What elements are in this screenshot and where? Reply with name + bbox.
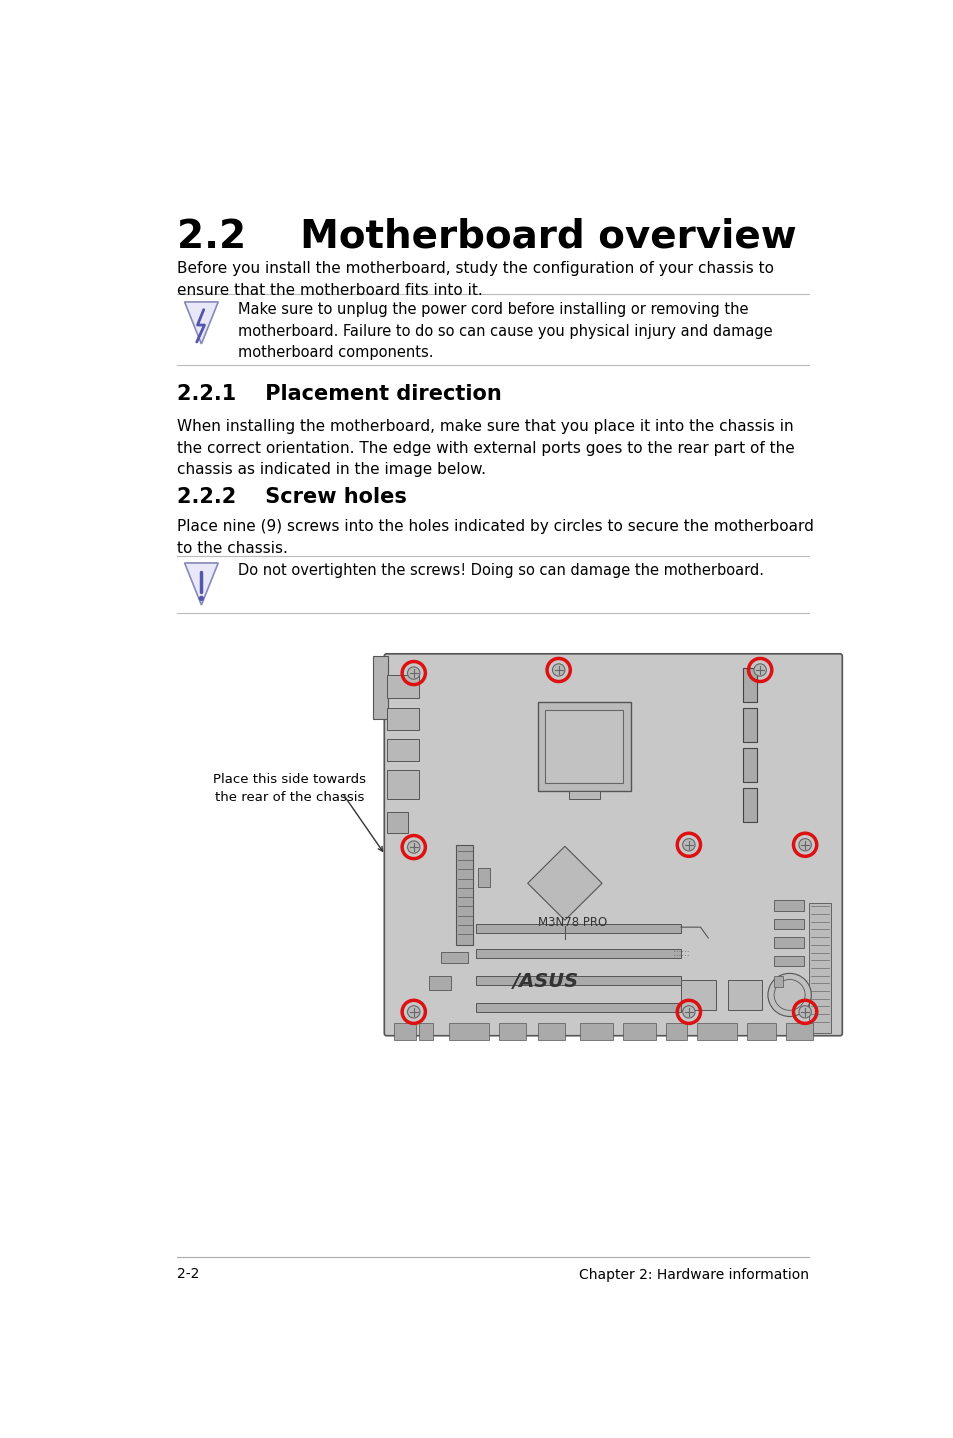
Text: Make sure to unplug the power cord before installing or removing the
motherboard: Make sure to unplug the power cord befor… bbox=[237, 302, 772, 360]
Bar bbox=[727, 979, 761, 1011]
Text: 2.2.2    Screw holes: 2.2.2 Screw holes bbox=[177, 486, 407, 506]
Text: ::::::: :::::: bbox=[673, 949, 689, 958]
Text: 2.2.1    Placement direction: 2.2.1 Placement direction bbox=[177, 384, 501, 404]
Text: Do not overtighten the screws! Doing so can damage the motherboard.: Do not overtighten the screws! Doing so … bbox=[237, 562, 763, 578]
Bar bbox=[456, 844, 473, 945]
Text: 2-2: 2-2 bbox=[177, 1267, 199, 1281]
Bar bbox=[476, 949, 680, 958]
Bar bbox=[785, 1022, 812, 1040]
Bar bbox=[386, 676, 418, 699]
Bar bbox=[429, 975, 451, 989]
Circle shape bbox=[682, 838, 695, 851]
Bar bbox=[622, 1022, 655, 1040]
Bar bbox=[773, 975, 782, 988]
Text: Place this side towards
the rear of the chassis: Place this side towards the rear of the … bbox=[213, 774, 366, 804]
Bar bbox=[742, 748, 757, 782]
Bar bbox=[579, 1022, 612, 1040]
Text: Before you install the motherboard, study the configuration of your chassis to
e: Before you install the motherboard, stud… bbox=[177, 262, 774, 298]
Bar bbox=[808, 903, 830, 1034]
Bar bbox=[746, 1022, 776, 1040]
Bar bbox=[665, 1022, 686, 1040]
Text: 2.2    Motherboard overview: 2.2 Motherboard overview bbox=[177, 217, 796, 255]
Bar bbox=[386, 709, 418, 731]
Bar bbox=[386, 811, 408, 833]
Circle shape bbox=[199, 597, 203, 600]
Circle shape bbox=[753, 664, 765, 676]
Bar bbox=[568, 791, 599, 798]
Text: When installing the motherboard, make sure that you place it into the chassis in: When installing the motherboard, make su… bbox=[177, 418, 794, 477]
Bar bbox=[537, 702, 630, 791]
Bar bbox=[418, 1022, 433, 1040]
Bar bbox=[742, 788, 757, 821]
Bar bbox=[773, 919, 802, 929]
Bar bbox=[476, 1002, 680, 1012]
Bar bbox=[498, 1022, 525, 1040]
Bar bbox=[773, 956, 802, 966]
Circle shape bbox=[798, 1005, 810, 1018]
FancyBboxPatch shape bbox=[384, 654, 841, 1035]
Text: Chapter 2: Hardware information: Chapter 2: Hardware information bbox=[578, 1267, 808, 1281]
Text: Place nine (9) screws into the holes indicated by circles to secure the motherbo: Place nine (9) screws into the holes ind… bbox=[177, 519, 814, 555]
Bar bbox=[773, 938, 802, 948]
Circle shape bbox=[682, 1005, 695, 1018]
Circle shape bbox=[562, 926, 567, 930]
Bar bbox=[742, 667, 757, 702]
Circle shape bbox=[552, 664, 564, 676]
Text: M3N78 PRO: M3N78 PRO bbox=[537, 916, 606, 929]
Circle shape bbox=[407, 841, 419, 853]
Bar bbox=[448, 1022, 488, 1040]
Bar bbox=[386, 739, 418, 761]
Circle shape bbox=[798, 838, 810, 851]
Bar bbox=[440, 952, 468, 962]
Bar bbox=[394, 1022, 416, 1040]
Bar bbox=[477, 869, 490, 887]
Circle shape bbox=[767, 974, 810, 1017]
Bar bbox=[545, 710, 622, 784]
Polygon shape bbox=[184, 302, 218, 344]
Circle shape bbox=[407, 1005, 419, 1018]
Polygon shape bbox=[527, 847, 601, 920]
Text: /ASUS: /ASUS bbox=[512, 972, 578, 991]
Bar bbox=[476, 925, 680, 933]
Polygon shape bbox=[184, 562, 218, 605]
Bar bbox=[696, 1022, 736, 1040]
Bar bbox=[742, 707, 757, 742]
Circle shape bbox=[407, 667, 419, 679]
Bar bbox=[537, 1022, 564, 1040]
Bar bbox=[476, 975, 680, 985]
Bar bbox=[373, 656, 388, 719]
Bar bbox=[773, 900, 802, 912]
Bar bbox=[386, 771, 418, 800]
Bar bbox=[680, 979, 716, 1011]
